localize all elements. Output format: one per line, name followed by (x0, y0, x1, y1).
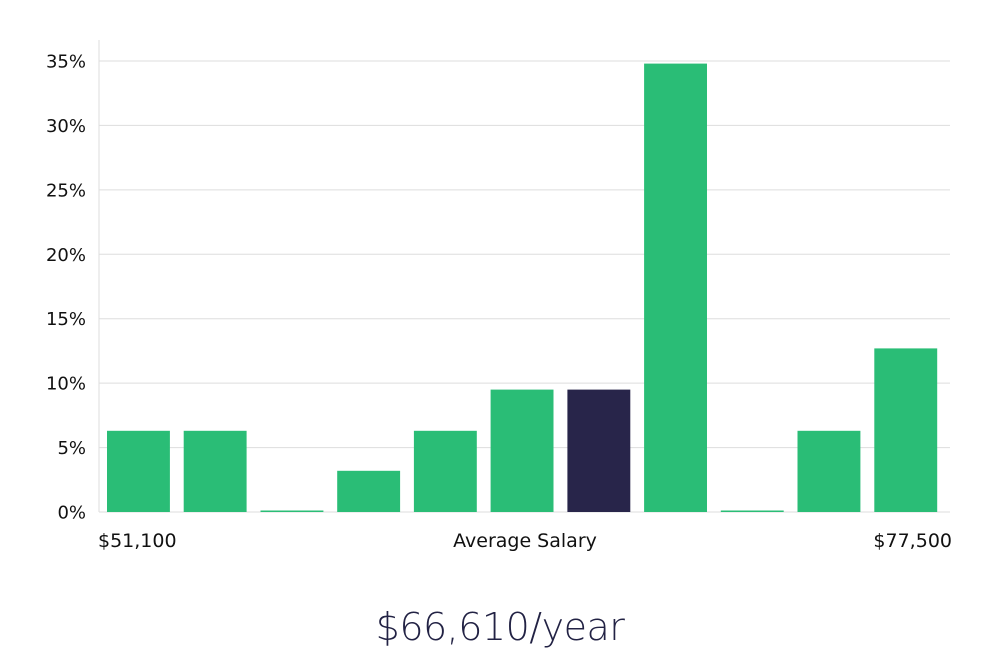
x-center-label: Average Salary (453, 530, 597, 552)
y-tick-label: 30% (46, 116, 86, 137)
bar (490, 389, 554, 512)
bar (107, 430, 170, 512)
y-tick-label: 10% (46, 374, 86, 395)
bar (337, 470, 401, 512)
bar (260, 510, 324, 512)
bar (644, 63, 707, 512)
bar (874, 348, 938, 512)
y-tick-label: 15% (46, 309, 86, 330)
x-min-label: $51,100 (98, 530, 177, 552)
bar (720, 510, 784, 512)
y-tick-label: 25% (46, 180, 86, 201)
average-salary-value: $66,610/year (375, 605, 625, 649)
y-tick-label: 5% (57, 438, 86, 459)
y-tick-label: 0% (57, 503, 86, 524)
bar-highlighted (567, 389, 631, 512)
grid-layer: 0% 5% 10% 15% 20% 25% 30% 35% (46, 52, 950, 524)
bar (797, 430, 861, 512)
y-tick-label: 35% (46, 52, 86, 73)
bar (413, 430, 477, 512)
x-max-label: $77,500 (873, 530, 952, 552)
bar (183, 430, 247, 512)
y-tick-label: 20% (46, 245, 86, 266)
salary-histogram: 0% 5% 10% 15% 20% 25% 30% 35% $51,100 Average S… (46, 40, 952, 552)
bar-layer (107, 63, 938, 512)
